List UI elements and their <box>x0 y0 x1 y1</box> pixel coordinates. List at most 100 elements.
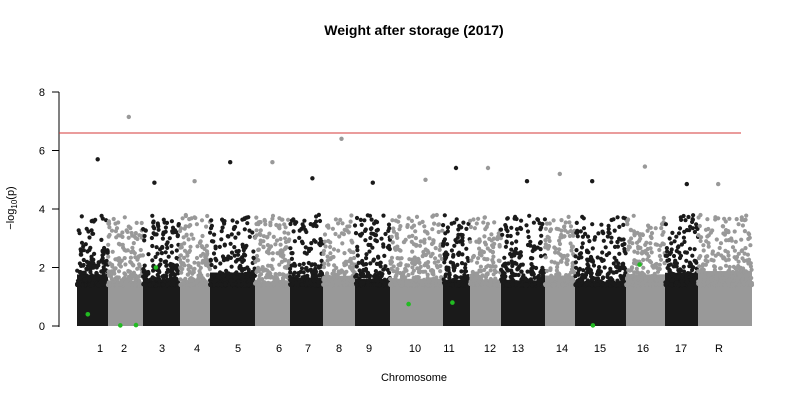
snp-point <box>641 257 646 262</box>
snp-point <box>213 265 218 270</box>
snp-point <box>532 247 538 252</box>
snp-point <box>197 240 202 245</box>
snp-point <box>519 269 524 274</box>
snp-point <box>633 282 639 288</box>
snp-point <box>366 242 371 247</box>
snp-point <box>232 245 237 250</box>
top-snp-point <box>126 114 131 120</box>
snp-point <box>568 229 573 234</box>
snp-point <box>236 231 241 236</box>
x-tick-label: 7 <box>305 343 311 355</box>
snp-point <box>175 278 180 283</box>
snp-point <box>156 268 161 273</box>
snp-point <box>367 249 372 254</box>
snp-point <box>358 217 363 222</box>
snp-point <box>282 222 287 227</box>
snp-point <box>180 262 185 267</box>
snp-point <box>735 276 740 281</box>
snp-point <box>265 282 270 288</box>
snp-point <box>350 268 355 273</box>
snp-point <box>254 221 259 227</box>
snp-point <box>204 253 209 258</box>
y-axis-label-subscript: 10 <box>10 199 19 208</box>
snp-point <box>163 225 168 230</box>
snp-point <box>597 265 602 270</box>
snp-point <box>162 259 167 264</box>
snp-point <box>627 239 632 244</box>
snp-point <box>726 229 731 234</box>
snp-point <box>100 216 105 221</box>
snp-point <box>381 267 386 272</box>
snp-point <box>174 230 179 235</box>
snp-point <box>205 273 210 278</box>
snp-point <box>669 247 674 252</box>
snp-point <box>400 282 405 287</box>
snp-point <box>474 221 479 226</box>
snp-point <box>99 258 104 263</box>
snp-point <box>514 227 520 232</box>
snp-point <box>496 282 501 288</box>
snp-point <box>619 264 625 269</box>
snp-point <box>709 257 714 262</box>
snp-point <box>133 231 138 236</box>
snp-point <box>332 263 337 268</box>
snp-point <box>736 266 741 271</box>
snp-point <box>352 255 357 261</box>
snp-point <box>510 282 515 287</box>
snp-point <box>228 255 233 260</box>
snp-point <box>527 213 532 218</box>
snp-point <box>723 248 728 253</box>
snp-point <box>625 282 630 287</box>
snp-point <box>611 270 617 275</box>
snp-point <box>649 250 654 255</box>
snp-point <box>236 279 241 284</box>
snp-point <box>254 228 259 233</box>
snp-point <box>122 275 127 280</box>
snp-point <box>589 282 595 288</box>
snp-point <box>482 215 487 220</box>
snp-point <box>488 278 493 283</box>
snp-point <box>79 240 85 245</box>
snp-point <box>480 273 485 278</box>
snp-point <box>745 252 751 257</box>
snp-point <box>555 265 560 270</box>
snp-point <box>328 244 333 250</box>
snp-point <box>504 239 509 244</box>
snp-point <box>353 231 359 236</box>
snp-point <box>721 224 726 229</box>
snp-point <box>600 250 605 255</box>
snp-point <box>212 272 217 278</box>
snp-point <box>395 266 400 272</box>
snp-point <box>629 273 634 279</box>
snp-point <box>348 256 353 261</box>
snp-point <box>511 272 516 277</box>
snp-point <box>305 276 310 281</box>
snp-point <box>390 240 395 245</box>
snp-point <box>141 267 146 272</box>
snp-point <box>748 264 754 269</box>
snp-point <box>153 254 158 260</box>
snp-point <box>118 282 124 287</box>
snp-point <box>261 245 266 250</box>
snp-point <box>674 280 679 285</box>
snp-point <box>410 257 415 262</box>
snp-point <box>288 270 293 275</box>
snp-point <box>278 236 283 242</box>
snp-point <box>444 267 449 272</box>
snp-point <box>348 219 353 224</box>
snp-point <box>368 261 373 266</box>
snp-point <box>458 232 464 237</box>
chromosome-7-points <box>288 176 325 326</box>
snp-point <box>288 221 293 227</box>
snp-point <box>211 279 216 284</box>
highlighted-snp-point <box>637 262 642 267</box>
snp-point <box>278 253 283 258</box>
snp-point <box>233 259 239 264</box>
snp-point <box>89 273 94 278</box>
snp-point <box>135 266 140 271</box>
x-tick-label: R <box>715 343 723 355</box>
snp-point <box>514 261 519 266</box>
snp-point <box>548 227 554 232</box>
snp-point <box>270 213 276 218</box>
snp-point <box>469 258 474 263</box>
